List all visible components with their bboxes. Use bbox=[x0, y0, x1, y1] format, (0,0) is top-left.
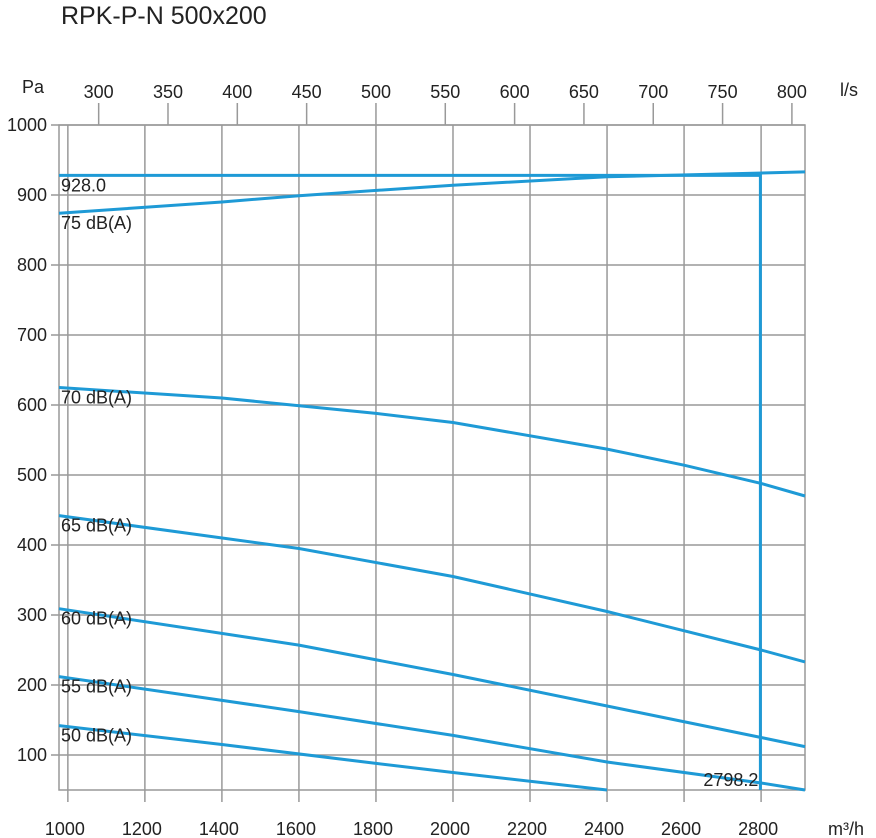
x2-tick-label: 750 bbox=[708, 82, 738, 102]
y-tick-label: 600 bbox=[17, 395, 47, 415]
x2-tick-label: 450 bbox=[292, 82, 322, 102]
x-tick-label: 1200 bbox=[122, 819, 162, 838]
x2-tick-label: 350 bbox=[153, 82, 183, 102]
y-axis-label: Pa bbox=[22, 77, 45, 97]
y-tick-label: 400 bbox=[17, 535, 47, 555]
series-label: 75 dB(A) bbox=[61, 213, 132, 233]
x-tick-label: 1800 bbox=[353, 819, 393, 838]
x-tick-label: 1000 bbox=[45, 819, 85, 838]
y-tick-label: 200 bbox=[17, 675, 47, 695]
x-tick-label: 2400 bbox=[584, 819, 624, 838]
x-tick-label: 2600 bbox=[661, 819, 701, 838]
y-tick-label: 300 bbox=[17, 605, 47, 625]
y-tick-label: 100 bbox=[17, 745, 47, 765]
series-label: 60 dB(A) bbox=[61, 609, 132, 629]
x2-tick-label: 700 bbox=[638, 82, 668, 102]
operating-flow-label: 2798.2 bbox=[703, 770, 758, 790]
x2-tick-label: 650 bbox=[569, 82, 599, 102]
series-label: 50 dB(A) bbox=[61, 726, 132, 746]
series-line bbox=[58, 724, 608, 792]
operating-point-line bbox=[59, 173, 762, 790]
series-line bbox=[58, 675, 806, 792]
series-label: 55 dB(A) bbox=[61, 677, 132, 697]
x-tick-label: 1400 bbox=[199, 819, 239, 838]
x-axis-label: m³/h bbox=[828, 819, 864, 838]
y-tick-label: 500 bbox=[17, 465, 47, 485]
x2-tick-label: 800 bbox=[777, 82, 807, 102]
series-line bbox=[58, 386, 806, 498]
x-tick-label: 2200 bbox=[507, 819, 547, 838]
x2-tick-label: 400 bbox=[222, 82, 252, 102]
x2-tick-label: 500 bbox=[361, 82, 391, 102]
chart-title: RPK-P-N 500x200 bbox=[61, 2, 267, 30]
series-line bbox=[58, 170, 806, 215]
x2-tick-label: 550 bbox=[430, 82, 460, 102]
x2-tick-label: 300 bbox=[84, 82, 114, 102]
plot-border bbox=[58, 124, 806, 791]
x-tick-label: 2000 bbox=[430, 819, 470, 838]
y-tick-label: 1000 bbox=[7, 115, 47, 135]
x-tick-label: 1600 bbox=[276, 819, 316, 838]
series-line bbox=[58, 514, 806, 664]
y-tick-label: 800 bbox=[17, 255, 47, 275]
y-tick-label: 700 bbox=[17, 325, 47, 345]
x2-tick-label: 600 bbox=[500, 82, 530, 102]
series-line bbox=[58, 607, 806, 749]
x-tick-label: 2800 bbox=[738, 819, 778, 838]
series-label: 70 dB(A) bbox=[61, 388, 132, 408]
series-label: 65 dB(A) bbox=[61, 516, 132, 536]
y-tick-label: 900 bbox=[17, 185, 47, 205]
operating-pressure-label: 928.0 bbox=[61, 175, 106, 195]
x2-axis-label: l/s bbox=[840, 80, 858, 100]
